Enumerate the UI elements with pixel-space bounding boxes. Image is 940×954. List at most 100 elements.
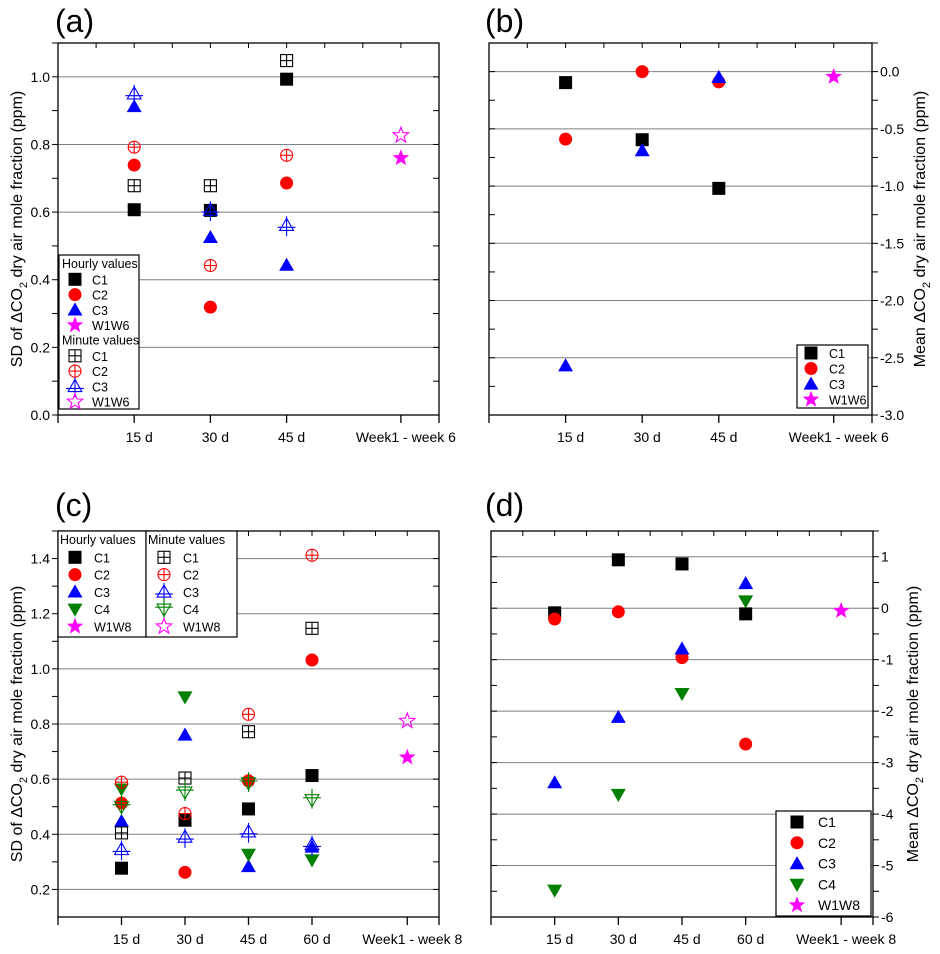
y-tick-label: 1 — [881, 549, 889, 565]
point-c1-hourly — [739, 607, 753, 621]
point-c2-minute — [305, 548, 319, 562]
legend-marker-w1w8 — [788, 896, 806, 913]
y-tick-label: -1.5 — [880, 235, 904, 251]
y-axis-label-part: SD of ΔCO — [9, 288, 26, 367]
y-axis-label-part: dry air mole fraction (ppm) — [9, 586, 26, 777]
point-c3-hourly — [126, 99, 142, 113]
point-c1-minute — [203, 179, 217, 193]
y-axis-label-part: dry air mole fraction (ppm) — [9, 91, 26, 282]
x-tick-label: 15 d — [113, 931, 140, 947]
panel-a: (a) 0.0 0.2 0.4 0.6 0.8 1.0 15 d 30 d 45 d Week1 -… — [9, 3, 456, 445]
legend-marker-c4 — [155, 598, 173, 619]
point-c3-hourly — [177, 727, 193, 741]
point-c2-minute — [280, 148, 294, 162]
point-c3-hourly — [547, 775, 563, 789]
point-c1-hourly — [115, 861, 128, 875]
point-c1-minute — [241, 725, 256, 739]
legend-label: C2 — [818, 835, 836, 851]
legend-marker-c3 — [803, 376, 819, 390]
legend-marker-c2 — [68, 288, 82, 302]
y-tick-label: 0.8 — [31, 716, 51, 732]
legend-group-title: Hourly values — [60, 533, 136, 547]
y-tick-label: 0.4 — [31, 826, 51, 842]
point-c3-hourly — [202, 229, 218, 244]
legend-marker-c2 — [804, 362, 818, 375]
point-c3-hourly — [738, 576, 754, 590]
point-c1-hourly — [559, 76, 573, 90]
legend-marker-c1 — [804, 346, 818, 360]
y-axis-label: Mean ΔCO2 dry air mole fraction (ppm) — [912, 91, 933, 367]
point-c4-hourly — [610, 788, 626, 802]
y-tick-label: 0.0 — [31, 407, 51, 423]
point-c3-hourly — [558, 358, 574, 372]
point-c3-hourly — [610, 709, 626, 723]
point-c1-hourly — [178, 813, 192, 827]
point-c2-hourly — [635, 65, 649, 79]
y-tick-label: 0.6 — [31, 204, 51, 220]
legend-marker-c1 — [68, 349, 82, 363]
point-c3-hourly — [279, 257, 295, 271]
legend-group-title: Hourly values — [62, 257, 138, 271]
y-axis-label-part: dry air mole fraction (ppm) — [912, 91, 929, 282]
panel-label: (b) — [485, 3, 524, 39]
point-c3-hourly — [241, 859, 256, 873]
point-c2-hourly — [559, 132, 573, 146]
legend-label: C4 — [183, 603, 199, 617]
y-axis-label: SD of ΔCO2 dry air mole fraction (ppm) — [9, 91, 30, 367]
y-tick-label: 0.2 — [31, 339, 51, 355]
legend-label: C1 — [183, 551, 199, 565]
point-c1-hourly — [611, 553, 625, 567]
legend-marker-c4 — [67, 603, 83, 617]
legend-label: C1 — [94, 551, 110, 565]
point-c3-hourly — [674, 641, 690, 655]
y-axis-label-subscript: 2 — [18, 282, 30, 288]
y-axis-label: SD of ΔCO2 dry air mole fraction (ppm) — [9, 586, 30, 862]
legend-marker-c2 — [68, 364, 82, 378]
legend-marker-c4 — [789, 878, 805, 892]
legend-marker-w1w8 — [154, 616, 174, 635]
point-c1-minute — [114, 826, 129, 840]
y-tick-label: -4 — [881, 806, 894, 822]
point-c4-minute — [112, 795, 131, 816]
legend-marker-w1w8 — [66, 617, 84, 634]
point-c2-hourly — [548, 612, 562, 626]
point-w1w6-hourly — [392, 149, 410, 166]
legend-marker-c2 — [790, 836, 804, 850]
point-c1-minute — [127, 179, 141, 193]
legend-label: C1 — [92, 350, 108, 364]
legend-label: C1 — [818, 814, 836, 830]
point-c1-hourly — [635, 133, 649, 147]
point-c1-hourly — [280, 72, 294, 86]
legend-label: C3 — [818, 856, 836, 872]
y-tick-label: 1.0 — [31, 69, 51, 85]
panel-label: (d) — [485, 487, 524, 523]
y-tick-label: 1.2 — [31, 606, 51, 622]
panel-label: (a) — [55, 3, 94, 39]
y-axis-label-subscript: 2 — [914, 777, 926, 783]
y-tick-label: -0.5 — [880, 121, 904, 137]
y-tick-label: -6 — [881, 909, 894, 925]
y-tick-label: -1.0 — [880, 178, 904, 194]
y-axis-label-part: Mean ΔCO — [905, 783, 922, 862]
legend-marker-c1 — [68, 272, 82, 286]
point-c2-hourly — [203, 300, 217, 314]
point-c4-minute — [176, 781, 194, 802]
x-tick-label: 45 d — [673, 931, 700, 947]
point-c3-minute — [303, 835, 321, 856]
point-c4-minute — [303, 788, 321, 809]
point-c2-hourly — [280, 176, 294, 190]
x-tick-label: 30 d — [634, 429, 661, 445]
y-tick-label: -5 — [881, 858, 894, 874]
point-c2-minute — [178, 807, 192, 821]
legend: Minute values C1 C2 C3 C4 W1W8 — [145, 530, 238, 638]
y-tick-label: 0.4 — [31, 272, 51, 288]
x-tick-label: 15 d — [546, 931, 573, 947]
x-tick-label: Week1 - week 8 — [362, 931, 462, 947]
point-c3-minute — [125, 84, 144, 105]
y-axis-label: Mean ΔCO2 dry air mole fraction (ppm) — [905, 586, 926, 862]
point-w1w6-hourly — [825, 68, 842, 84]
panel-c: (c) 0.2 0.4 0.6 0.8 1.0 1.2 1.4 15 d 30 d 45 d 60 d… — [9, 487, 463, 947]
legend-marker-w1w6 — [802, 390, 820, 407]
legend-label: W1W6 — [92, 396, 130, 410]
